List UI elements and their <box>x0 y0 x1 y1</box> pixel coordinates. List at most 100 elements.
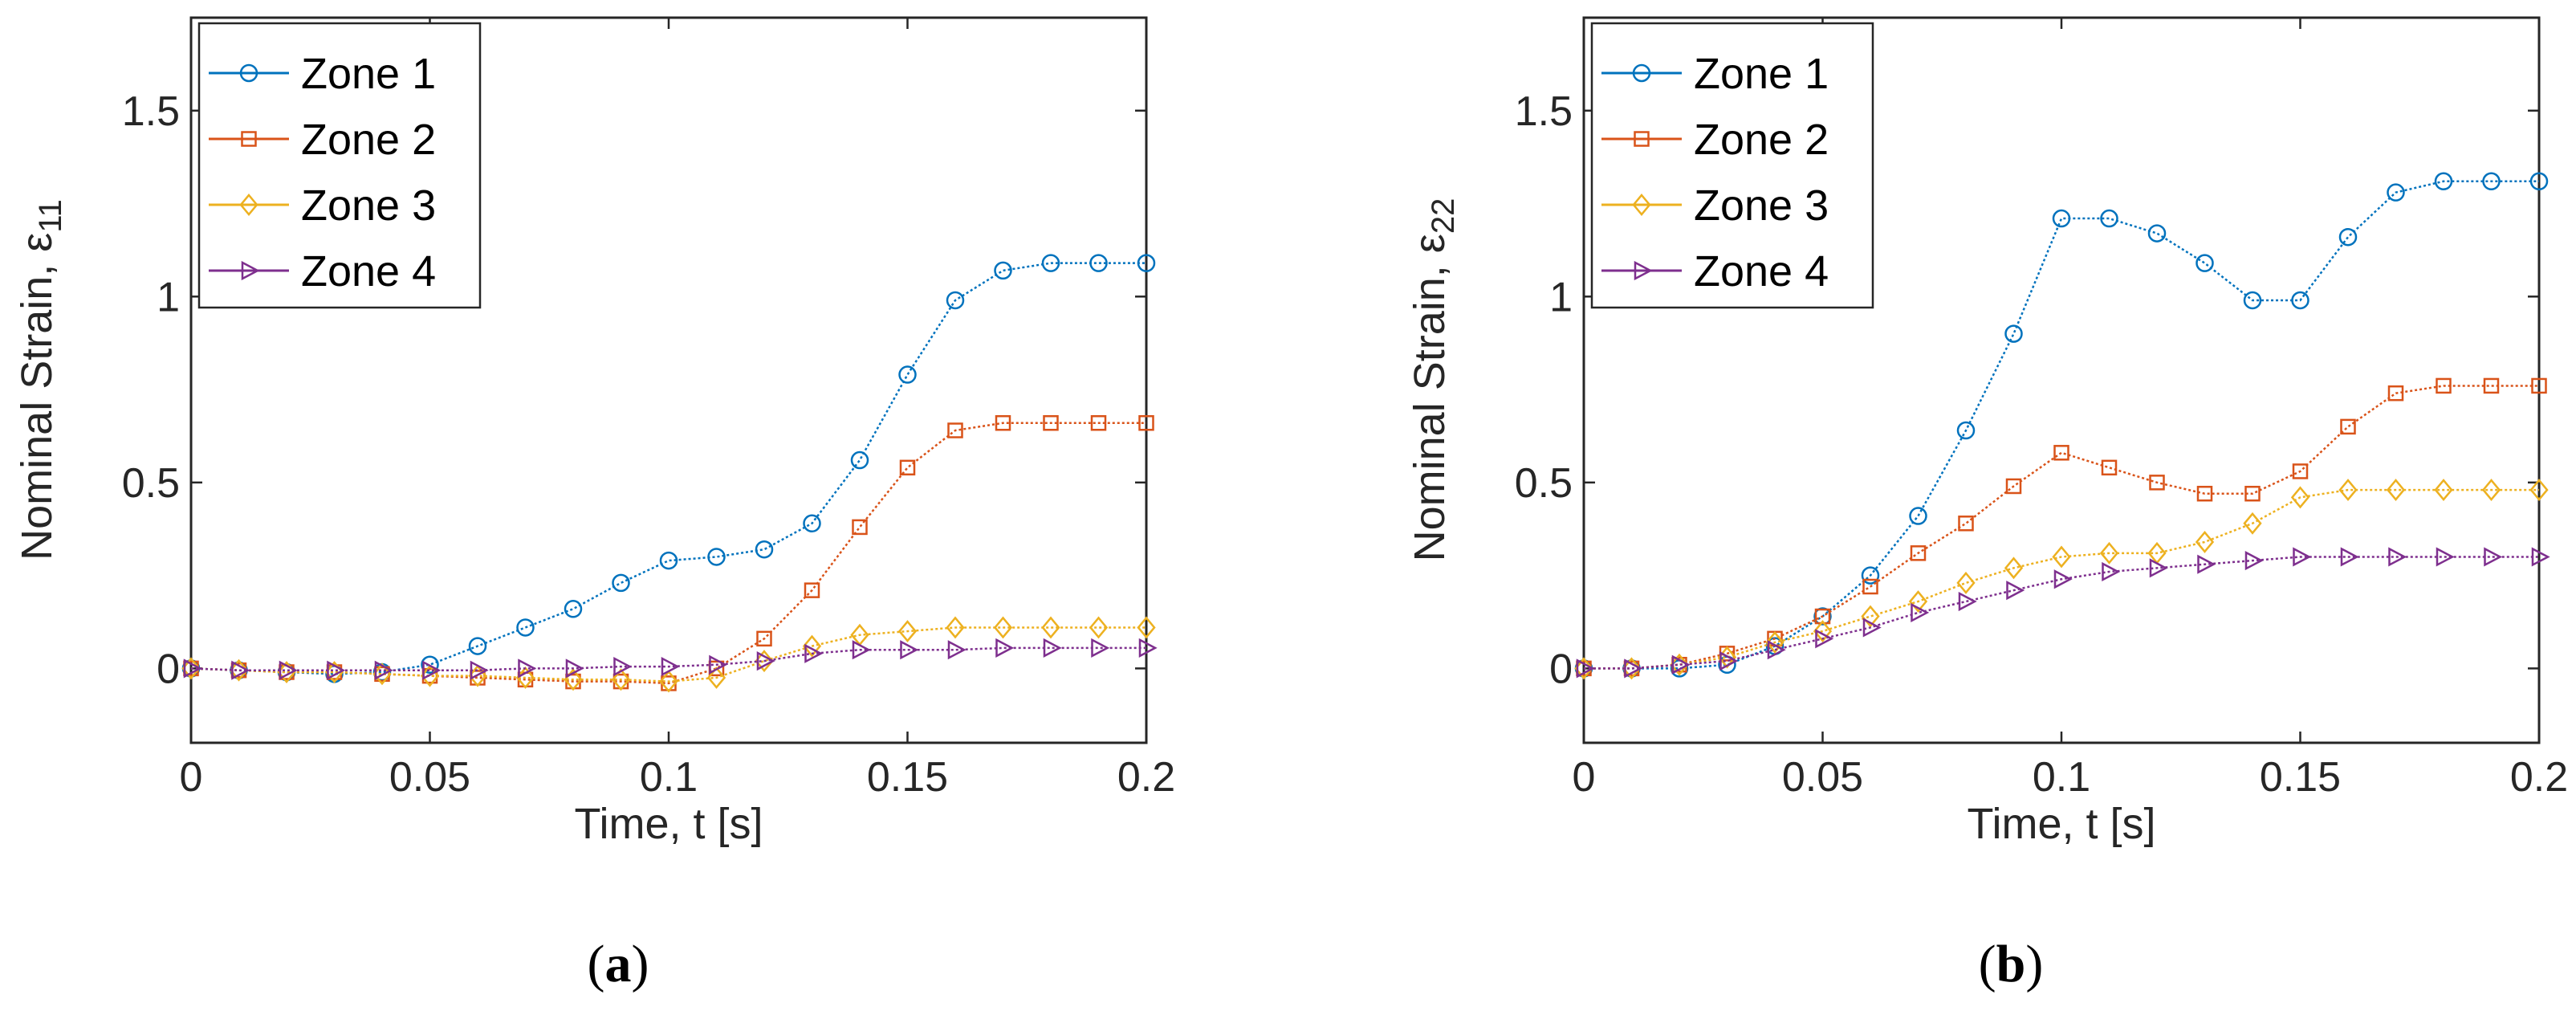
data-point <box>1813 607 1832 626</box>
panel-b-legend-samples <box>1601 63 1682 281</box>
panel-a-legend-label: Zone 4 <box>301 247 436 296</box>
panel-a-xtick-labels: 0 0.05 0.1 0.15 0.2 <box>180 754 1176 801</box>
panel-b-xtick-label: 0.05 <box>1782 754 1863 801</box>
data-point <box>755 650 774 673</box>
data-point <box>756 630 772 647</box>
data-point <box>1041 254 1060 272</box>
data-point <box>1814 608 1831 625</box>
panel-a-xtick-label: 0.05 <box>389 754 470 801</box>
data-point <box>516 618 535 637</box>
panel-a-legend-label: Zone 3 <box>301 181 436 230</box>
panel-a-legend: Zone 1 Zone 2 Zone 3 Zone 4 <box>197 22 482 309</box>
data-point <box>1574 657 1593 680</box>
data-point <box>612 573 630 593</box>
data-point <box>1911 602 1930 622</box>
data-point <box>995 415 1011 431</box>
data-point <box>2529 479 2549 502</box>
data-point <box>661 656 680 677</box>
data-point <box>468 637 487 655</box>
panel-a-legend-box <box>197 22 482 309</box>
data-point <box>659 551 678 570</box>
data-point <box>2147 224 2167 243</box>
data-point <box>2386 479 2406 502</box>
data-point <box>1138 415 1154 431</box>
data-point <box>2053 445 2069 461</box>
data-point <box>852 519 868 536</box>
panel-b-legend-label: Zone 4 <box>1694 247 1829 296</box>
data-point <box>2101 459 2118 476</box>
data-point <box>850 450 869 470</box>
data-point <box>1137 616 1156 639</box>
data-point <box>900 640 919 660</box>
data-point <box>1576 658 1595 679</box>
panel-b-y-axis-label-main: Nominal Strain, ε <box>1406 234 1454 561</box>
panel-a-y-axis-label: Nominal Strain, ε11 <box>13 199 68 561</box>
data-point <box>1767 640 1786 660</box>
panel-b-ytick-label: 0 <box>1549 646 1573 692</box>
data-point <box>518 658 537 679</box>
data-point <box>279 660 298 680</box>
data-point <box>659 670 678 693</box>
legend-marker <box>239 63 258 83</box>
data-point <box>2291 291 2309 310</box>
panel-a-caption: (a) <box>588 935 649 993</box>
data-point <box>422 660 442 680</box>
panel-a-y-axis-label-subscript: 11 <box>33 199 68 233</box>
panel-b-ytick-label: 1 <box>1549 274 1573 320</box>
data-point <box>231 660 250 680</box>
data-point <box>2436 377 2452 394</box>
data-point <box>804 582 820 598</box>
panel-a-caption-letter: a <box>605 935 632 993</box>
panel-a-series <box>181 254 1158 693</box>
series-line <box>190 626 1146 683</box>
data-point <box>2338 227 2358 247</box>
panel-a-ytick-label: 0.5 <box>122 460 180 507</box>
data-point <box>2053 569 2073 589</box>
data-point <box>1861 605 1880 628</box>
data-point <box>1719 651 1739 671</box>
panel-b-chart: 0 0.05 0.1 0.15 0.2 0 0.5 1 1.5 Time, t … <box>1406 16 2569 993</box>
legend-marker <box>241 260 260 281</box>
panel-a-caption-open: ( <box>588 935 605 993</box>
panel-a-xtick-label: 0 <box>180 754 203 801</box>
data-point <box>2149 475 2165 491</box>
data-point <box>2436 547 2455 567</box>
panel-a-legend-samples <box>209 63 289 281</box>
data-point <box>993 616 1013 639</box>
panel-b-ytick-label: 1.5 <box>1515 88 1573 135</box>
data-point <box>2434 479 2453 502</box>
panel-b-series <box>1574 172 2550 680</box>
data-point <box>1041 616 1060 639</box>
data-point <box>327 660 346 680</box>
data-point <box>2293 547 2312 567</box>
data-point <box>1138 638 1158 658</box>
data-point <box>1910 545 1927 561</box>
panel-a-ytick-label: 1.5 <box>122 88 180 135</box>
data-point <box>2196 254 2214 272</box>
data-point <box>2099 541 2119 565</box>
data-point <box>1909 507 1927 525</box>
data-point <box>2290 486 2310 509</box>
data-point <box>1958 516 1974 532</box>
data-point <box>2338 479 2358 502</box>
data-point <box>2052 545 2071 569</box>
data-point <box>2531 377 2547 394</box>
data-point <box>1089 616 1109 639</box>
panel-a-x-axis-label: Time, t [s] <box>574 800 763 848</box>
panel-b-legend-label: Zone 1 <box>1694 50 1829 98</box>
panel-b-xtick-label: 0 <box>1573 754 1596 801</box>
panel-a-xtick-label: 0.1 <box>640 754 698 801</box>
data-point <box>947 640 967 660</box>
panel-b-xtick-labels: 0 0.05 0.1 0.15 0.2 <box>1573 754 2569 801</box>
data-point <box>1137 254 1156 272</box>
data-point <box>756 651 775 671</box>
panel-a-legend-label: Zone 2 <box>301 116 436 164</box>
data-point <box>2100 209 2118 228</box>
panel-b-caption-close: ) <box>2025 935 2043 993</box>
legend-marker <box>1632 194 1651 216</box>
data-point <box>2481 479 2501 502</box>
data-point <box>852 640 871 660</box>
data-point <box>611 668 631 691</box>
data-point <box>2006 581 2025 601</box>
